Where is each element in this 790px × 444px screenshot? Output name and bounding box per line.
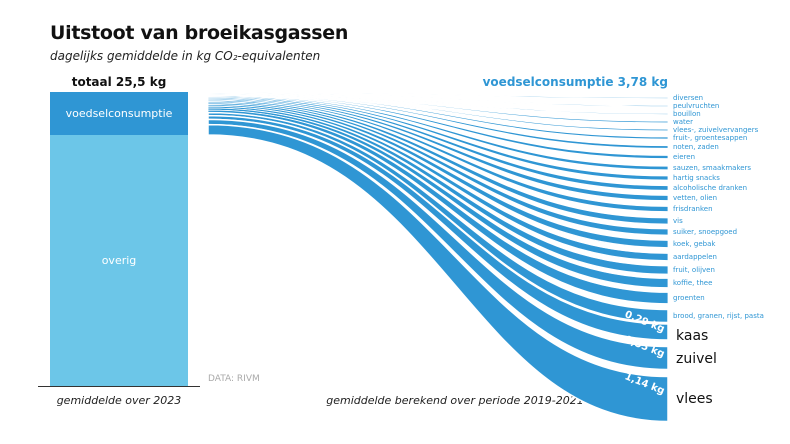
category-label: vetten, olien [673, 194, 718, 202]
category-label: sauzen, smaakmakers [673, 164, 752, 172]
category-label: vis [673, 217, 683, 225]
flow-band-9 [207, 95, 669, 181]
flow-band-12 [207, 98, 669, 212]
category-label: kaas [676, 328, 709, 344]
bar-segment-food-label: voedselconsumptie [65, 107, 173, 120]
category-label: hartig snacks [673, 174, 720, 182]
flow-band-1 [207, 91, 669, 107]
category-label: vlees [676, 391, 713, 407]
flow-band-19 [207, 109, 669, 304]
flow-band-2 [207, 92, 669, 115]
flow-band-15 [207, 102, 669, 248]
category-label: vlees-, zuivelvervangers [673, 126, 759, 134]
total-label: totaal 25,5 kg [71, 75, 167, 89]
category-label: diversen [673, 94, 704, 102]
category-label: bouillon [673, 110, 701, 118]
flow-band-18 [207, 107, 669, 288]
flow-band-7 [207, 94, 669, 159]
left-note: gemiddelde over 2023 [56, 394, 182, 407]
flow-band-16 [207, 104, 669, 261]
category-label: zuivel [676, 351, 717, 367]
right-note: gemiddelde berekend over periode 2019-20… [326, 394, 584, 407]
category-label: koffie, thee [673, 279, 713, 287]
bar-segment-food: voedselconsumptie [50, 92, 188, 135]
category-label: suiker, snoepgoed [673, 228, 738, 236]
flow-band-4 [207, 92, 669, 132]
bar-segment-other-label: overig [101, 254, 137, 267]
flow-band-23 [207, 123, 669, 423]
flow-band-11 [207, 97, 669, 201]
baseline [38, 386, 200, 387]
category-label: fruit, olijven [673, 266, 715, 274]
category-label: water [673, 118, 693, 126]
flow-band-3 [207, 92, 669, 124]
flow-band-13 [207, 99, 669, 225]
category-label: fruit-, groentesappen [673, 134, 748, 142]
food-total-label: voedselconsumptie 3,78 kg [482, 75, 668, 89]
source-label: DATA: RIVM [208, 374, 260, 384]
flow-band-14 [207, 101, 669, 236]
category-label: brood, granen, rijst, pasta [673, 312, 764, 320]
category-label: koek, gebak [673, 240, 716, 248]
page-title: Uitstoot van broeikasgassen [50, 22, 349, 44]
category-label: noten, zaden [673, 143, 719, 151]
category-label: eieren [673, 153, 696, 161]
flow-band-8 [207, 94, 669, 171]
category-label: alcoholische dranken [673, 184, 748, 192]
category-label: frisdranken [673, 205, 713, 213]
flow-band-17 [207, 105, 669, 275]
category-label: peulvruchten [673, 102, 720, 110]
subtitle: dagelijks gemiddelde in kg CO₂-equivalen… [50, 49, 321, 63]
flow-band-5 [207, 92, 669, 140]
flow-band-6 [207, 93, 669, 149]
flow-band-10 [207, 96, 669, 191]
flow-band-21 [207, 114, 669, 341]
bar-segment-other: overig [50, 135, 188, 386]
flow-band-22 [207, 118, 669, 371]
category-label: groenten [673, 294, 705, 302]
category-label: aardappelen [673, 253, 717, 261]
flow-band-0 [207, 91, 669, 99]
